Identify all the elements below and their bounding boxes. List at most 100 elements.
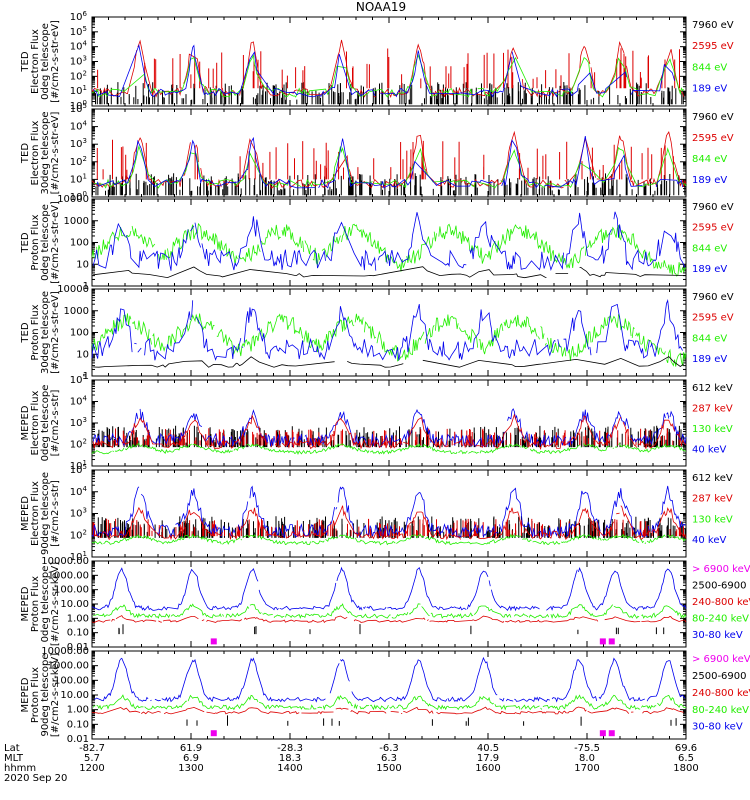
- panel-8-data: [91, 656, 687, 715]
- y-tick-label: 1: [83, 281, 89, 292]
- magenta-marker: [608, 638, 615, 645]
- series-1-line: [91, 443, 687, 455]
- y-axis-label: TEDProton Flux30deg telescope[#/cm2-s-st…: [20, 291, 61, 374]
- panel-2-data: [91, 130, 687, 189]
- y-tick-label: 100: [70, 99, 87, 112]
- panel-7-data: [91, 566, 687, 624]
- y-tick-label: 105: [70, 463, 87, 476]
- spike-marks: [92, 624, 665, 635]
- y-tick-label: 100: [70, 190, 87, 203]
- y-axis-label: TEDProton Flux0deg telescope[#/cm2-s-str…: [20, 201, 61, 284]
- y-tick-label: 10.00: [60, 599, 89, 610]
- chart-title: NOAA19: [356, 0, 406, 14]
- x-row-label: MLT: [4, 753, 24, 764]
- y-axis-label: TEDElectron Flux30deg telescope[#/cm2-s-…: [20, 111, 61, 194]
- panel-6-data: [91, 485, 687, 546]
- series-3-line: [92, 43, 675, 98]
- legend-entry: 130 keV: [692, 424, 733, 435]
- y-tick-label: 1: [83, 371, 89, 382]
- x-tick-label-mlt: 5.7: [84, 753, 100, 764]
- y-tick-label: 10000: [57, 194, 89, 205]
- spike-marks: [186, 715, 677, 726]
- legend-entry: 2500-6900: [692, 581, 747, 592]
- legend-entry: 844 eV: [692, 243, 727, 254]
- series-3-line: [93, 266, 687, 279]
- legend-entry: 2595 eV: [692, 313, 734, 324]
- x-tick-label-mlt: 18.3: [279, 753, 301, 764]
- panel-3: [91, 198, 687, 287]
- legend-entry: 287 keV: [692, 494, 733, 505]
- x-row-label: Lat: [4, 743, 20, 754]
- y-tick-label: 105: [70, 25, 87, 38]
- y-tick-label: 101: [70, 459, 87, 472]
- legend-entry: 189 eV: [692, 354, 727, 365]
- y-tick-label: 105: [70, 373, 87, 386]
- legend-entry: > 6900 keV: [692, 564, 750, 575]
- panel-5-data: [91, 408, 687, 455]
- legend-entry: 7960 eV: [692, 20, 734, 31]
- panel-2-spikes: [96, 139, 674, 180]
- x-row-label: hhmm: [4, 763, 36, 774]
- legend-entry: 844 eV: [692, 154, 727, 165]
- y-tick-label: 104: [70, 120, 88, 133]
- y-tick-label: 10000.00: [41, 646, 89, 657]
- y-tick-label: 1000: [64, 306, 89, 317]
- y-tick-label: 1000: [64, 216, 89, 227]
- panel-2-spikes: [92, 173, 686, 196]
- x-tick-label-hhmm: 1500: [376, 763, 401, 774]
- y-axis-label: TEDElectron Flux0deg telescope[#/cm2-s-s…: [20, 20, 61, 103]
- y-tick-label: 101: [70, 550, 87, 563]
- x-tick-label-hhmm: 1400: [277, 763, 302, 774]
- y-axis-label: MEPEDElectron Flux0deg telescope[#/cm2-s…: [20, 385, 61, 462]
- series-3-line: [91, 706, 684, 715]
- y-tick-label: 100: [70, 238, 89, 249]
- y-tick-label: 10000.00: [41, 556, 89, 567]
- series-2-line: [93, 603, 687, 619]
- series-2-line: [91, 485, 687, 539]
- panel-8-spikes: [186, 715, 677, 726]
- legend-entry: 2500-6900: [692, 671, 747, 682]
- legend-entry: 287 keV: [692, 403, 733, 414]
- legend-entry: 844 eV: [692, 333, 727, 344]
- legend-entry: 80-240 keV: [692, 614, 749, 625]
- series-1-line: [91, 313, 687, 367]
- y-tick-label: 100: [70, 328, 89, 339]
- y-tick-label: 101: [70, 84, 87, 97]
- magenta-marker: [210, 638, 217, 645]
- series-2-line: [92, 694, 687, 711]
- legend-entry: 240-800 keV: [692, 597, 750, 608]
- legend-entry: 189 eV: [692, 175, 727, 186]
- y-tick-label: 1000.00: [48, 661, 89, 672]
- panel-2: [91, 108, 687, 198]
- series-2-line: [91, 299, 683, 361]
- y-tick-label: 103: [70, 507, 87, 520]
- legend-entry: 189 eV: [692, 264, 727, 275]
- y-tick-label: 0.10: [67, 628, 89, 639]
- y-axis-label: MEPEDProton Flux0deg telescope[#/cm2-s-s…: [20, 562, 61, 646]
- y-tick-label: 103: [70, 416, 87, 429]
- panel-1-spikes: [97, 48, 680, 89]
- x-tick-label-mlt: 6.9: [183, 753, 199, 764]
- series-1-line: [92, 533, 687, 546]
- series-3-line: [93, 356, 684, 368]
- x-tick-label-mlt: 17.9: [477, 753, 499, 764]
- panel-8: [91, 650, 687, 740]
- legend-entry: 40 keV: [692, 535, 726, 546]
- x-tick-label-lat: 40.5: [477, 743, 499, 754]
- legend-entry: 7960 eV: [692, 112, 734, 123]
- legend-entry: 30-80 keV: [692, 722, 743, 733]
- y-tick-label: 101: [70, 172, 87, 185]
- panel-3-data: [91, 211, 687, 279]
- y-tick-label: 106: [70, 10, 88, 23]
- y-tick-label: 104: [70, 40, 88, 53]
- series-1-line: [91, 222, 687, 277]
- series-3-line: [91, 615, 687, 624]
- y-tick-label: 10000: [57, 284, 89, 295]
- y-tick-label: 102: [70, 155, 87, 168]
- y-tick-label: 100.00: [54, 585, 89, 596]
- y-tick-label: 102: [70, 69, 87, 82]
- y-tick-label: 103: [70, 55, 87, 68]
- magenta-marker: [210, 730, 217, 737]
- y-tick-label: 102: [70, 528, 87, 541]
- panel-6: [91, 469, 687, 558]
